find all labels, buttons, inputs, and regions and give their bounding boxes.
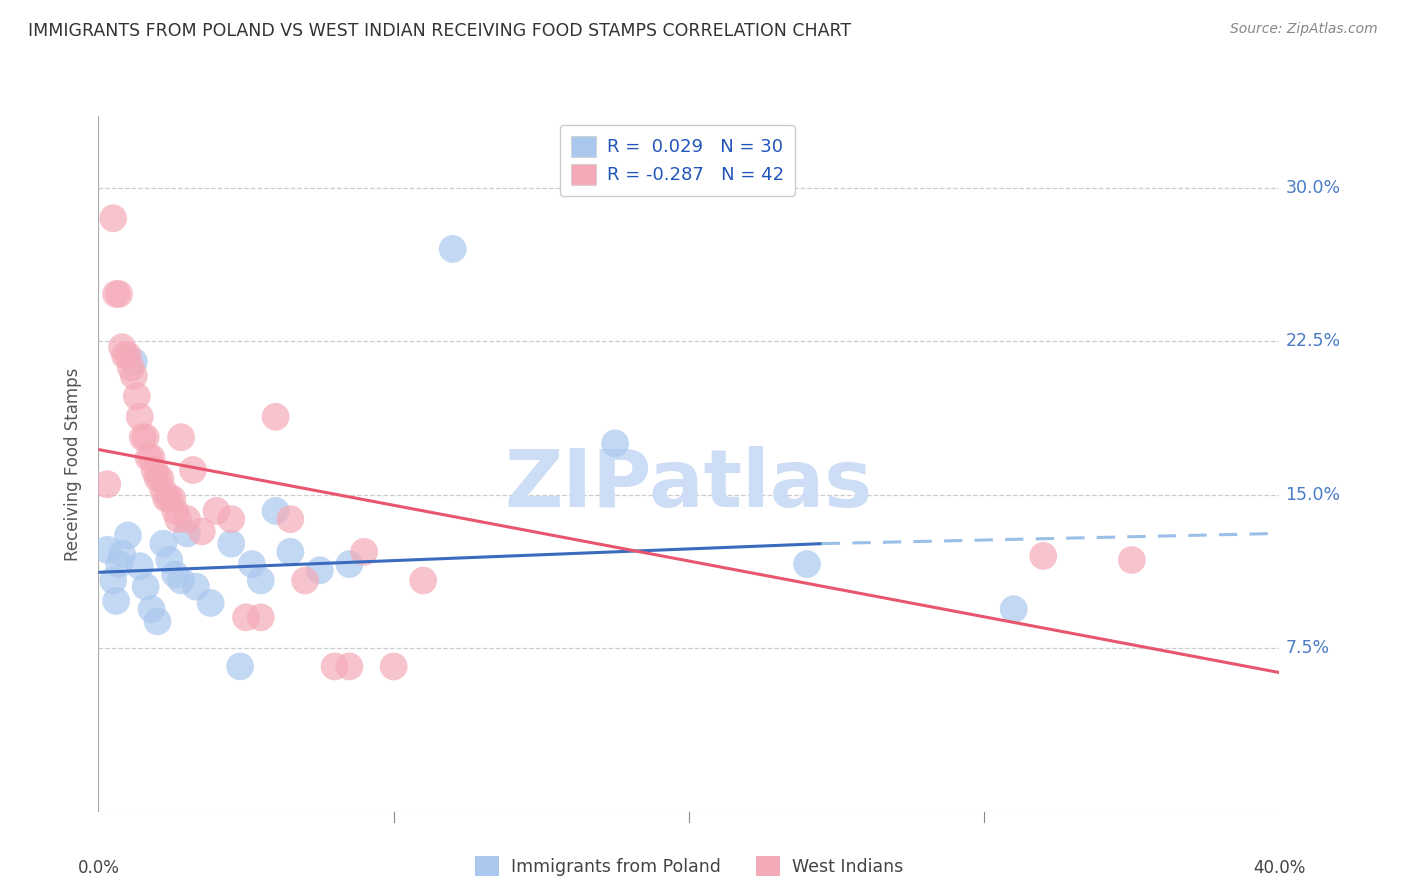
Y-axis label: Receiving Food Stamps: Receiving Food Stamps bbox=[65, 368, 83, 560]
Point bbox=[264, 504, 287, 518]
Point bbox=[149, 471, 172, 485]
Point bbox=[181, 463, 204, 477]
Point bbox=[114, 348, 136, 362]
Point bbox=[105, 287, 128, 301]
Point bbox=[240, 557, 263, 571]
Point bbox=[176, 526, 198, 541]
Point bbox=[165, 504, 187, 518]
Point bbox=[605, 436, 627, 450]
Point bbox=[96, 477, 118, 491]
Text: 15.0%: 15.0% bbox=[1285, 485, 1340, 504]
Point bbox=[96, 542, 118, 557]
Point bbox=[278, 545, 302, 559]
Point bbox=[165, 567, 187, 582]
Point bbox=[353, 545, 375, 559]
Text: 30.0%: 30.0% bbox=[1285, 178, 1340, 196]
Point bbox=[412, 574, 434, 588]
Text: 0.0%: 0.0% bbox=[77, 859, 120, 877]
Text: 7.5%: 7.5% bbox=[1285, 639, 1330, 657]
Text: IMMIGRANTS FROM POLAND VS WEST INDIAN RECEIVING FOOD STAMPS CORRELATION CHART: IMMIGRANTS FROM POLAND VS WEST INDIAN RE… bbox=[28, 22, 851, 40]
Point bbox=[141, 450, 163, 465]
Point bbox=[309, 563, 332, 577]
Point bbox=[125, 389, 148, 403]
Point bbox=[250, 610, 273, 624]
Point bbox=[111, 340, 134, 354]
Point bbox=[1002, 602, 1025, 616]
Point bbox=[250, 574, 273, 588]
Point bbox=[103, 574, 125, 588]
Point bbox=[219, 536, 242, 550]
Point bbox=[117, 528, 139, 542]
Point bbox=[1121, 553, 1143, 567]
Point bbox=[103, 211, 125, 226]
Point bbox=[120, 360, 142, 375]
Point bbox=[152, 536, 174, 550]
Point bbox=[441, 242, 464, 256]
Point bbox=[382, 659, 405, 673]
Point bbox=[176, 512, 198, 526]
Point bbox=[117, 348, 139, 362]
Point bbox=[122, 354, 145, 368]
Point bbox=[337, 659, 360, 673]
Point bbox=[108, 557, 131, 571]
Point bbox=[167, 512, 190, 526]
Point bbox=[152, 483, 174, 498]
Point bbox=[264, 409, 287, 424]
Point bbox=[294, 574, 316, 588]
Point bbox=[235, 610, 257, 624]
Point bbox=[191, 524, 214, 539]
Point bbox=[170, 430, 193, 444]
Text: 22.5%: 22.5% bbox=[1285, 332, 1340, 350]
Point bbox=[143, 463, 166, 477]
Legend: Immigrants from Poland, West Indians: Immigrants from Poland, West Indians bbox=[468, 849, 910, 883]
Point bbox=[138, 450, 160, 465]
Point bbox=[323, 659, 346, 673]
Point bbox=[278, 512, 302, 526]
Point bbox=[128, 409, 150, 424]
Text: Source: ZipAtlas.com: Source: ZipAtlas.com bbox=[1230, 22, 1378, 37]
Point bbox=[132, 430, 155, 444]
Point bbox=[105, 594, 128, 608]
Point bbox=[157, 553, 180, 567]
Point bbox=[205, 504, 228, 518]
Point bbox=[162, 491, 183, 506]
Point bbox=[108, 287, 131, 301]
Text: ZIPatlas: ZIPatlas bbox=[505, 446, 873, 524]
Point bbox=[1032, 549, 1054, 563]
Point bbox=[128, 559, 150, 574]
Point bbox=[155, 491, 177, 506]
Point bbox=[337, 557, 360, 571]
Point bbox=[135, 580, 157, 594]
Point bbox=[796, 557, 818, 571]
Point bbox=[200, 596, 222, 610]
Point bbox=[146, 615, 169, 629]
Point bbox=[157, 491, 180, 506]
Point bbox=[135, 430, 157, 444]
Point bbox=[219, 512, 242, 526]
Point bbox=[229, 659, 252, 673]
Text: 40.0%: 40.0% bbox=[1253, 859, 1306, 877]
Point bbox=[141, 602, 163, 616]
Point bbox=[184, 580, 207, 594]
Point bbox=[122, 368, 145, 383]
Point bbox=[170, 574, 193, 588]
Point bbox=[111, 547, 134, 561]
Point bbox=[146, 471, 169, 485]
